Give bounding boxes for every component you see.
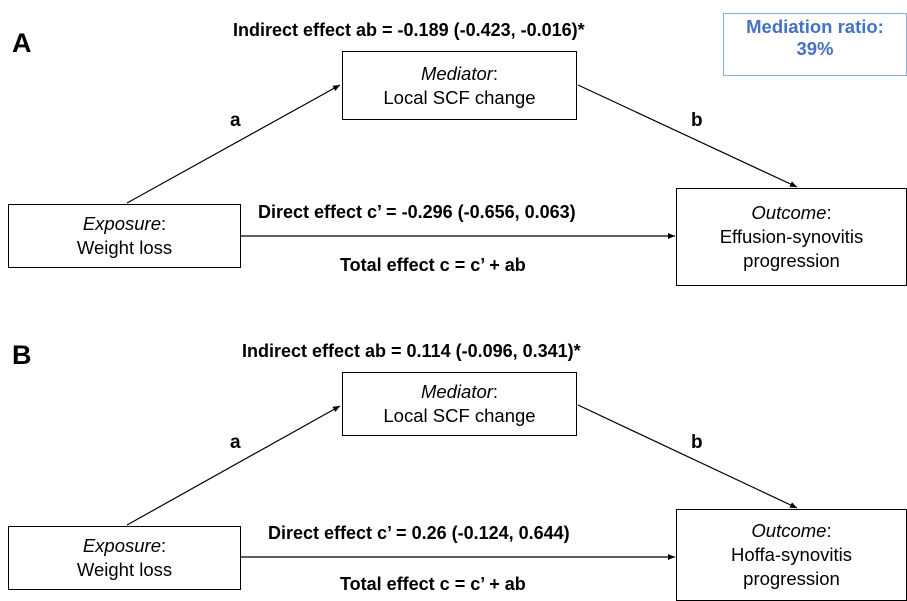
exposure-box: Exposure: Weight loss: [8, 526, 241, 590]
outcome-value-line1: Effusion-synovitis: [719, 226, 864, 247]
exposure-title: Exposure: [82, 213, 161, 234]
indirect-effect-label: Indirect effect ab = 0.114 (-0.096, 0.34…: [242, 341, 581, 361]
outcome-title: Outcome: [751, 520, 827, 541]
panel-letter: B: [12, 340, 32, 370]
outcome-value-line1: Hoffa-synovitis: [731, 544, 852, 565]
arrow-b-mediator-to-outcome: [577, 84, 798, 188]
panel-letter: A: [12, 28, 32, 58]
arrow-b-mediator-to-outcome: [577, 404, 798, 509]
mediator-value: Local SCF change: [383, 86, 536, 108]
outcome-value-line2: progression: [743, 250, 840, 271]
direct-effect-label: Direct effect c’ = -0.296 (-0.656, 0.063…: [258, 202, 576, 222]
mediator-title: Mediator: [420, 62, 493, 84]
path-b-label: b: [691, 110, 703, 131]
outcome-title: Outcome: [751, 202, 827, 223]
outcome-box: Outcome: Effusion-synovitis progression: [676, 188, 907, 286]
arrow-a-exposure-to-mediator: [126, 405, 341, 526]
indirect-effect-label: Indirect effect ab = -0.189 (-0.423, -0.…: [233, 20, 585, 40]
mediation-ratio-value: 39%: [796, 38, 834, 59]
mediation-ratio-label: Mediation ratio:: [746, 16, 884, 37]
outcome-box: Outcome: Hoffa-synovitis progression: [676, 509, 907, 601]
outcome-value-line2: progression: [743, 568, 840, 589]
path-a-label: a: [230, 432, 241, 453]
exposure-value: Weight loss: [76, 237, 173, 258]
mediator-value: Local SCF change: [383, 405, 536, 426]
path-a-label: a: [230, 110, 241, 131]
mediator-box: Mediator: Local SCF change: [342, 51, 577, 120]
arrow-a-exposure-to-mediator: [126, 84, 341, 204]
exposure-title: Exposure: [82, 535, 161, 556]
total-effect-label: Total effect c = c’ + ab: [340, 574, 526, 594]
exposure-value: Weight loss: [76, 559, 173, 580]
mediator-box: Mediator: Local SCF change: [342, 372, 577, 436]
exposure-box: Exposure: Weight loss: [8, 204, 241, 268]
mediator-title: Mediator: [420, 381, 493, 402]
total-effect-label: Total effect c = c’ + ab: [340, 255, 526, 275]
mediation-ratio-box: Mediation ratio: 39%: [723, 13, 907, 76]
path-b-label: b: [691, 432, 703, 453]
direct-effect-label: Direct effect c’ = 0.26 (-0.124, 0.644): [268, 523, 570, 543]
